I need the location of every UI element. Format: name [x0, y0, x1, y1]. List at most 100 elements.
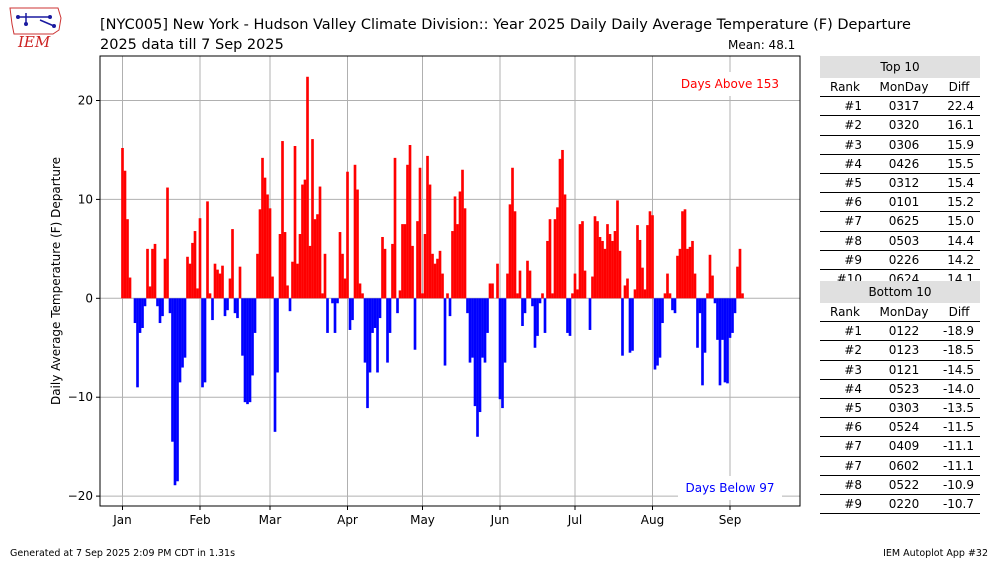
departure-bar [703, 298, 707, 353]
departure-bar [466, 298, 469, 314]
departure-bar [341, 253, 344, 299]
departure-bar [686, 248, 689, 299]
departure-bar [168, 298, 172, 314]
departure-bar [728, 298, 732, 338]
y-tick-label: 10 [78, 192, 93, 206]
departure-bar [273, 298, 277, 432]
bottom10-cell-rank: #5 [820, 398, 870, 419]
departure-bar [381, 236, 384, 299]
departure-bar [721, 298, 724, 340]
bottom10-cell-diff: -11.1 [938, 436, 980, 457]
departure-bar [698, 298, 702, 314]
top10-cell-monday: 0317 [870, 96, 938, 117]
departure-bar [683, 209, 687, 299]
departure-bar [618, 250, 622, 299]
departure-bar [541, 293, 544, 299]
days-below-annotation: Days Below 97 [686, 481, 775, 495]
x-tick-label: Feb [189, 513, 210, 527]
departure-bar [396, 298, 399, 314]
departure-bar [148, 286, 152, 299]
departure-bar [286, 285, 289, 299]
departure-bar [606, 224, 609, 299]
departure-bar [201, 298, 204, 388]
departure-bar [178, 298, 182, 383]
top10-row: #4 0426 15.5 [820, 154, 980, 174]
bottom10-row: #5 0303 -13.5 [820, 398, 980, 419]
departure-bar [663, 293, 667, 299]
bottom10-row: #1 0122 -18.9 [820, 321, 980, 342]
departure-bar [383, 248, 387, 299]
departure-bar [183, 298, 187, 358]
departure-bar-chart: −20 −10 0 10 20 Jan Feb Mar Apr May Jun Jul Aug Sep D… [49, 55, 801, 527]
departure-bar [291, 261, 294, 299]
departure-bar [323, 253, 327, 299]
departure-bar [313, 219, 317, 299]
top10-cell-diff: 15.5 [938, 154, 980, 174]
departure-bar [218, 273, 222, 299]
x-tick-label: Mar [259, 513, 282, 527]
departure-bar [263, 177, 267, 299]
departure-bar [723, 298, 727, 383]
y-tick-label: 20 [78, 94, 93, 108]
departure-bar [471, 298, 474, 358]
departure-bar [236, 298, 239, 319]
departure-bar [521, 298, 524, 326]
departure-bar [726, 298, 729, 384]
bottom10-cell-rank: #3 [820, 360, 870, 380]
departure-bar [506, 273, 509, 299]
bottom10-cell-diff: -14.5 [938, 360, 980, 380]
departure-bar [626, 278, 629, 299]
departure-bar [346, 171, 349, 299]
departure-bar [423, 234, 427, 299]
departure-bar [651, 215, 654, 299]
departure-bar [513, 211, 517, 299]
top10-cell-diff: 22.4 [938, 96, 980, 117]
departure-bar [718, 298, 722, 386]
top10-table: Top 10 Rank MonDay Diff #1 0317 22.4 #2 0320… [820, 56, 980, 290]
departure-bar [451, 231, 454, 299]
departure-bar [248, 298, 252, 403]
departure-bar [436, 258, 439, 299]
departure-bar [298, 234, 302, 299]
bottom10-row: #2 0123 -18.5 [820, 340, 980, 361]
departure-bar [416, 221, 419, 299]
departure-bar [638, 239, 642, 299]
departure-bar [531, 298, 534, 307]
top10-cell-rank: #6 [820, 192, 870, 213]
bottom10-cell-rank: #1 [820, 321, 870, 342]
departure-bar [483, 298, 487, 363]
top10-cell-diff: 14.2 [938, 250, 980, 270]
y-axis-label: Daily Average Temperature (F) Departure [49, 157, 63, 405]
departure-bar [203, 298, 207, 383]
bottom10-cell-rank: #8 [820, 475, 870, 495]
departure-bar [331, 298, 334, 304]
bottom10-cell-monday: 0409 [870, 436, 938, 457]
x-tick-label: May [410, 513, 435, 527]
top10-cell-diff: 15.0 [938, 211, 980, 232]
departure-bar [518, 270, 522, 299]
departure-bar [353, 164, 357, 299]
top10-cell-diff: 15.9 [938, 135, 980, 155]
departure-bar [181, 298, 184, 368]
footer-generated: Generated at 7 Sep 2025 2:09 PM CDT in 1… [10, 548, 236, 559]
bottom10-cell-monday: 0523 [870, 379, 938, 399]
top10-cell-monday: 0503 [870, 231, 938, 251]
departure-bar [503, 298, 507, 363]
bottom10-row: #6 0524 -11.5 [820, 417, 980, 438]
top10-row: #5 0312 15.4 [820, 173, 980, 194]
y-tick-label: 0 [85, 291, 93, 305]
departure-bar [358, 283, 362, 299]
departure-bar [601, 240, 604, 299]
departure-bar [211, 298, 214, 321]
departure-bar [573, 273, 577, 299]
departure-bar [443, 298, 447, 366]
bottom10-caption: Bottom 10 [820, 281, 980, 303]
departure-bar [536, 298, 539, 336]
departure-bar [568, 298, 572, 336]
departure-bar [591, 276, 594, 299]
departure-bar [426, 155, 429, 299]
top10-cell-monday: 0625 [870, 211, 938, 232]
bottom10-cell-monday: 0522 [870, 475, 938, 495]
departure-bar [316, 214, 319, 299]
departure-bar [553, 219, 557, 299]
